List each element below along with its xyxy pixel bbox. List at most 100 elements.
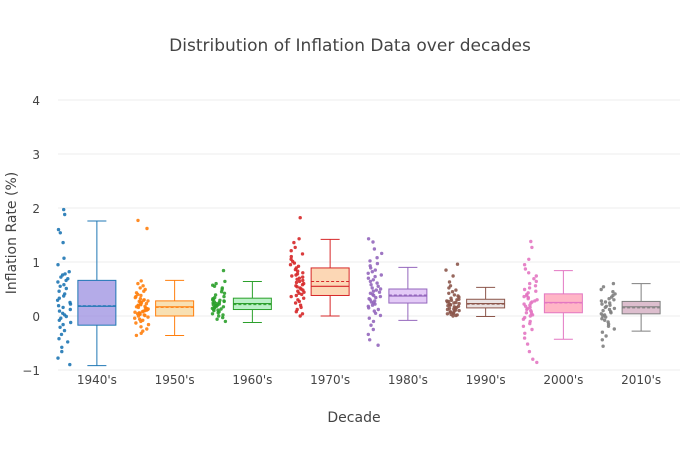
data-point — [139, 319, 143, 324]
data-point — [445, 312, 450, 316]
data-point — [527, 286, 532, 290]
data-point — [146, 299, 150, 303]
data-point — [371, 278, 375, 282]
data-point — [219, 290, 224, 294]
data-point — [302, 296, 306, 300]
data-point — [302, 290, 306, 294]
data-point — [69, 320, 73, 325]
data-point — [527, 271, 531, 275]
data-point — [372, 247, 377, 251]
data-point — [371, 240, 375, 244]
data-point — [533, 299, 537, 303]
y-tick-label: 4 — [32, 94, 40, 108]
data-point — [142, 298, 146, 302]
data-point — [300, 252, 305, 256]
data-point — [68, 307, 73, 312]
data-point — [601, 308, 605, 313]
data-point — [66, 340, 70, 344]
data-point — [133, 310, 137, 314]
y-tick-label: 1 — [32, 256, 40, 270]
data-point — [457, 308, 461, 313]
data-point — [294, 310, 298, 314]
data-point — [62, 256, 66, 260]
data-point — [64, 286, 69, 291]
data-point — [134, 333, 139, 338]
data-point — [378, 287, 383, 291]
data-point — [521, 324, 526, 328]
data-point — [293, 245, 297, 250]
data-point — [221, 305, 226, 309]
y-tick-label: −1 — [22, 364, 40, 378]
data-point — [377, 290, 382, 294]
chart-title: Distribution of Inflation Data over deca… — [169, 36, 531, 56]
data-point — [525, 307, 529, 312]
box-group-1990 — [444, 262, 506, 318]
data-point — [599, 299, 604, 303]
data-point — [60, 349, 64, 354]
data-point — [601, 344, 605, 348]
data-point — [534, 289, 538, 293]
data-point — [58, 325, 62, 329]
data-point — [56, 263, 60, 267]
data-point — [294, 293, 298, 298]
data-point — [62, 294, 66, 298]
data-point — [144, 301, 149, 306]
data-point — [603, 305, 607, 310]
data-point — [146, 322, 151, 327]
data-point — [145, 327, 149, 331]
data-point — [452, 293, 457, 297]
box-group-2000 — [521, 239, 583, 365]
data-point — [60, 345, 64, 349]
data-point — [601, 314, 605, 318]
data-point — [61, 240, 65, 245]
data-point — [366, 332, 370, 337]
data-point — [535, 360, 539, 365]
x-tick-label: 1990's — [466, 373, 506, 387]
data-point — [139, 293, 143, 298]
data-point — [298, 314, 302, 318]
data-point — [143, 313, 147, 318]
data-point — [366, 237, 371, 241]
data-point — [534, 274, 538, 278]
data-point — [523, 304, 528, 308]
data-point — [604, 315, 608, 319]
data-point — [372, 293, 376, 298]
data-point — [375, 281, 379, 285]
data-point — [289, 254, 293, 259]
data-point — [528, 321, 532, 326]
data-point — [297, 279, 302, 284]
data-point — [373, 311, 378, 315]
data-point — [530, 327, 534, 332]
data-point — [522, 287, 527, 292]
data-point — [378, 313, 383, 318]
data-point — [210, 312, 215, 316]
data-point — [212, 308, 216, 313]
data-point — [527, 257, 531, 261]
x-tick-label: 2010's — [621, 373, 661, 387]
data-point — [136, 305, 141, 310]
data-point — [373, 274, 377, 279]
data-point — [379, 273, 383, 277]
data-point — [58, 284, 62, 288]
data-point — [301, 271, 305, 275]
x-tick-label: 1950's — [155, 373, 195, 387]
data-point — [457, 301, 461, 306]
data-point — [62, 283, 66, 287]
x-axis: 1940's 1950's 1960's 1970's 1980's 1990's 2000… — [77, 373, 661, 387]
data-point — [139, 331, 143, 335]
data-point — [223, 279, 227, 284]
data-point — [522, 336, 527, 340]
plot-area — [55, 207, 661, 367]
data-point — [368, 259, 372, 263]
data-point — [612, 327, 616, 331]
data-point — [146, 315, 150, 319]
data-point — [608, 303, 612, 307]
data-point — [611, 290, 615, 294]
data-point — [223, 319, 228, 324]
data-point — [295, 285, 299, 289]
data-point — [370, 303, 375, 307]
data-point — [58, 231, 62, 235]
data-point — [529, 239, 533, 244]
data-point — [295, 277, 299, 281]
